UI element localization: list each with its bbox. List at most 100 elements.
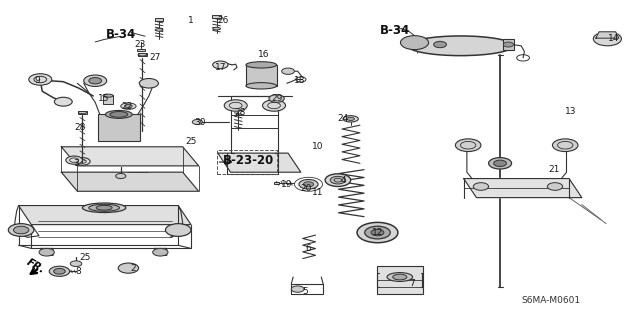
Bar (246, 65, 276, 86)
Circle shape (118, 263, 139, 273)
Text: 1: 1 (188, 16, 194, 25)
Circle shape (325, 174, 351, 187)
Ellipse shape (343, 116, 358, 122)
Bar (216, 150, 277, 174)
Circle shape (262, 100, 285, 111)
Ellipse shape (106, 110, 132, 118)
Text: S6MA-M0601: S6MA-M0601 (522, 296, 580, 305)
Circle shape (39, 249, 54, 256)
Polygon shape (61, 172, 198, 191)
Circle shape (212, 61, 228, 69)
Ellipse shape (96, 205, 112, 210)
Bar (502, 40, 514, 50)
Bar (78, 111, 86, 114)
Circle shape (365, 226, 390, 239)
Circle shape (552, 139, 578, 152)
Circle shape (503, 42, 513, 47)
Ellipse shape (156, 29, 163, 31)
Text: 27: 27 (150, 53, 161, 62)
Ellipse shape (89, 204, 120, 211)
Text: 19: 19 (281, 181, 292, 189)
Text: 12: 12 (372, 228, 383, 237)
Circle shape (192, 120, 202, 124)
Polygon shape (218, 153, 301, 172)
Circle shape (282, 68, 294, 74)
Text: 17: 17 (214, 63, 226, 72)
Text: 25: 25 (79, 253, 91, 262)
Circle shape (299, 180, 318, 189)
Bar (98, 114, 140, 141)
Bar (138, 53, 147, 56)
Circle shape (401, 36, 429, 50)
Bar (377, 266, 423, 294)
Ellipse shape (246, 62, 276, 68)
Circle shape (473, 183, 488, 190)
Text: B-23-20: B-23-20 (223, 154, 274, 167)
Bar (274, 182, 280, 184)
Text: 28: 28 (234, 108, 246, 117)
Text: 8: 8 (76, 267, 81, 276)
Text: 20: 20 (300, 184, 312, 193)
Bar (138, 49, 145, 51)
Text: 4: 4 (340, 176, 346, 185)
Circle shape (153, 249, 168, 256)
Bar (103, 95, 113, 104)
Text: 3: 3 (73, 159, 79, 168)
Circle shape (66, 156, 83, 164)
Circle shape (116, 174, 126, 179)
Text: 14: 14 (608, 34, 620, 43)
Circle shape (488, 158, 511, 169)
Text: 24: 24 (337, 114, 349, 123)
Circle shape (166, 224, 191, 236)
Ellipse shape (387, 272, 413, 281)
Circle shape (70, 261, 82, 267)
Circle shape (291, 286, 304, 292)
Ellipse shape (110, 112, 128, 117)
Text: 28: 28 (75, 122, 86, 132)
Ellipse shape (103, 94, 113, 97)
Text: 16: 16 (258, 50, 269, 59)
Circle shape (8, 224, 34, 236)
Circle shape (371, 229, 384, 236)
Text: 23: 23 (134, 40, 145, 49)
Text: 2: 2 (131, 263, 136, 273)
Circle shape (54, 97, 72, 106)
Circle shape (84, 75, 107, 86)
Ellipse shape (125, 105, 132, 108)
Text: B-34: B-34 (106, 27, 136, 41)
Circle shape (547, 183, 563, 190)
Ellipse shape (246, 83, 276, 89)
Polygon shape (61, 147, 198, 166)
Circle shape (434, 41, 447, 48)
Text: 11: 11 (312, 188, 324, 197)
Bar (155, 18, 163, 21)
Text: 22: 22 (122, 102, 132, 111)
Text: 7: 7 (409, 279, 415, 288)
Text: 9: 9 (35, 76, 40, 85)
Text: FR.: FR. (25, 257, 47, 275)
Circle shape (357, 222, 398, 243)
Ellipse shape (121, 103, 136, 109)
Circle shape (89, 78, 102, 84)
Ellipse shape (212, 27, 220, 30)
Text: 26: 26 (217, 16, 228, 25)
Text: 29: 29 (271, 94, 282, 103)
Circle shape (493, 160, 506, 167)
Ellipse shape (347, 117, 355, 121)
Circle shape (13, 226, 29, 234)
Circle shape (224, 100, 247, 111)
Circle shape (330, 176, 346, 184)
Ellipse shape (408, 36, 513, 56)
Polygon shape (596, 32, 619, 38)
Circle shape (456, 139, 481, 152)
Bar (212, 15, 221, 18)
Text: 18: 18 (294, 76, 305, 85)
Text: B-34: B-34 (380, 24, 410, 37)
Ellipse shape (393, 274, 407, 280)
Text: 15: 15 (99, 94, 110, 103)
Polygon shape (464, 179, 582, 197)
Text: 5: 5 (303, 287, 308, 296)
Text: 30: 30 (194, 117, 205, 127)
Text: 6: 6 (306, 244, 312, 253)
Text: 13: 13 (565, 108, 577, 116)
